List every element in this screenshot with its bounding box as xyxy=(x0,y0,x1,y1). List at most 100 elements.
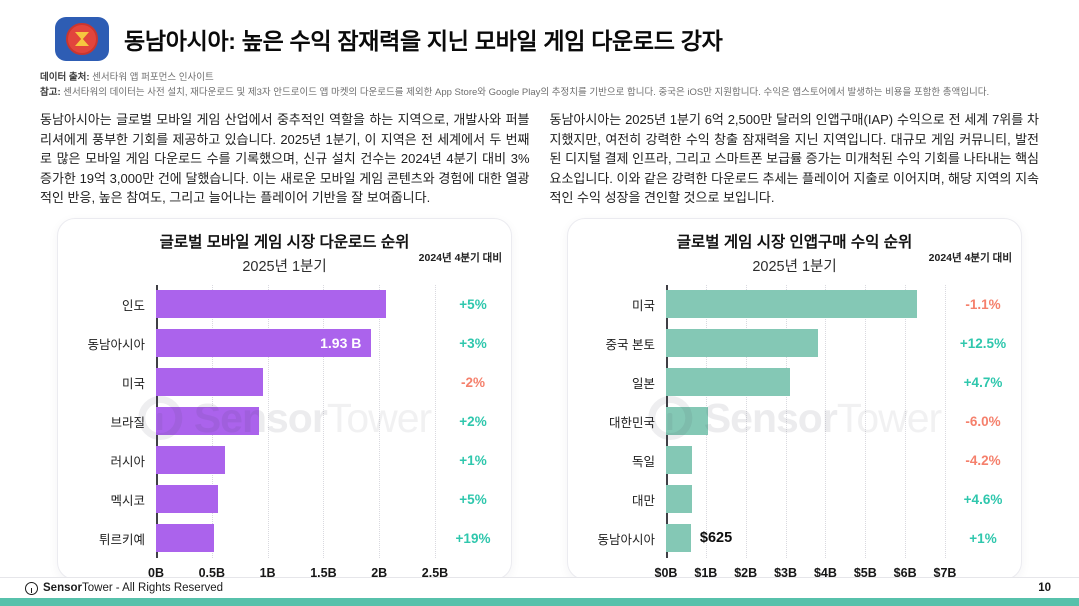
category-label: 동남아시아 xyxy=(87,337,145,352)
bar xyxy=(156,368,264,396)
footer: SensorTower - All Rights Reserved 10 xyxy=(0,577,1079,598)
chart-row: 브라질 +2% xyxy=(58,402,511,441)
change-label: -1.1% xyxy=(965,296,1001,312)
x-axis-tick: 0B xyxy=(148,565,164,580)
chart-row: 대한민국 -6.0% xyxy=(568,402,1021,441)
change-label: +19% xyxy=(455,530,491,546)
plot-rows: 인도 +5% 동남아시아 1.93 B +3% 미국 -2% 브라질 +2% 러시아 +1% 멕시코 +… xyxy=(58,285,511,558)
chart-row: 인도 +5% xyxy=(58,285,511,324)
bar-track xyxy=(666,285,945,324)
bar-value-label: $625 xyxy=(699,530,733,546)
category-label: 멕시코 xyxy=(110,493,145,508)
category-label: 인도 xyxy=(121,298,145,313)
asean-emblem-circle xyxy=(66,22,98,55)
reference-note: 참고: 센서타워의 데이터는 사전 설치, 재다운로드 및 제3자 안드로이드 … xyxy=(40,85,1039,100)
bar-track xyxy=(666,441,945,480)
chart-row: 튀르키예 +19% xyxy=(58,519,511,558)
chart-row: 대만 +4.6% xyxy=(568,480,1021,519)
intro-section: 동남아시아는 글로벌 모바일 게임 산업에서 중추적인 역할을 하는 지역으로,… xyxy=(0,100,1079,208)
header: 동남아시아: 높은 수익 잠재력을 지닌 모바일 게임 다운로드 강자 xyxy=(0,0,1079,62)
page-title: 동남아시아: 높은 수익 잠재력을 지닌 모바일 게임 다운로드 강자 xyxy=(124,27,723,54)
bar xyxy=(156,485,219,513)
chart-row: 멕시코 +5% xyxy=(58,480,511,519)
change-label: +1% xyxy=(969,530,997,546)
category-label: 동남아시아 xyxy=(597,532,655,547)
bar-track xyxy=(156,519,435,558)
sensortower-logo-icon xyxy=(25,581,38,595)
asean-emblem-shape xyxy=(75,31,89,40)
comparison-label: 2024년 4분기 대비 xyxy=(418,251,502,264)
bar-track xyxy=(156,402,435,441)
bar xyxy=(156,407,259,435)
change-label: +4.6% xyxy=(963,491,1003,507)
x-axis-tick: 0.5B xyxy=(198,565,225,580)
category-label: 중국 본토 xyxy=(605,337,655,352)
change-label: +3% xyxy=(459,335,487,351)
bar xyxy=(156,290,386,318)
change-label: -4.2% xyxy=(965,452,1001,468)
bar-track xyxy=(156,480,435,519)
change-label: -2% xyxy=(460,374,485,390)
category-label: 미국 xyxy=(121,376,145,391)
x-axis: $0B $1B $2B $3B $4B $5B $6B $7B xyxy=(655,558,957,588)
x-axis-tick: 1.5B xyxy=(310,565,337,580)
x-axis-tick: 2B xyxy=(371,565,388,580)
downloads-chart-card: 글로벌 모바일 게임 시장 다운로드 순위 2025년 1분기 2024년 4분… xyxy=(57,217,512,580)
bar xyxy=(666,407,709,435)
category-label: 러시아 xyxy=(110,454,145,469)
x-axis: 0B 0.5B 1B 1.5B 2B 2.5B xyxy=(148,558,448,588)
x-axis-tick: $1B xyxy=(694,565,718,580)
intro-paragraph-right: 동남아시아는 2025년 1분기 6억 2,500만 달러의 인앱구매(IAP)… xyxy=(549,112,1040,205)
bottom-accent-bar xyxy=(0,598,1079,606)
data-source-label: 데이터 출처: xyxy=(40,72,90,83)
page-number: 10 xyxy=(1038,582,1051,594)
bar xyxy=(666,524,691,552)
bar xyxy=(666,368,790,396)
bar: 1.93 B xyxy=(156,329,372,357)
chart-title: 글로벌 모바일 게임 시장 다운로드 순위 xyxy=(159,233,410,251)
chart-row: 일본 +4.7% xyxy=(568,363,1021,402)
bar xyxy=(666,446,692,474)
x-axis-tick: 2.5B xyxy=(421,565,449,580)
change-label: +5% xyxy=(459,296,487,312)
category-label: 대만 xyxy=(631,493,655,508)
footer-rights: - All Rights Reserved xyxy=(115,582,224,594)
bar-value-label: 1.93 B xyxy=(320,335,362,351)
bar-track xyxy=(156,441,435,480)
bar xyxy=(666,329,819,357)
chart-row: 동남아시아 1.93 B +3% xyxy=(58,324,511,363)
chart-subtitle: 2025년 1분기 xyxy=(752,258,837,275)
bar-track xyxy=(666,324,945,363)
x-axis-tick: $5B xyxy=(853,565,877,580)
chart-row: 러시아 +1% xyxy=(58,441,511,480)
asean-emblem-shape xyxy=(75,37,89,46)
change-label: +2% xyxy=(459,413,487,429)
chart-title: 글로벌 게임 시장 인앱구매 수익 순위 xyxy=(676,233,913,251)
x-axis-tick: $7B xyxy=(933,565,957,580)
asean-flag-icon xyxy=(55,16,109,61)
notes-block: 데이터 출처: 센서타워 앱 퍼포먼스 인사이트 참고: 센서타워의 데이터는 … xyxy=(0,62,1079,100)
bar xyxy=(156,524,215,552)
bar-track: 1.93 B xyxy=(156,324,435,363)
category-label: 튀르키예 xyxy=(98,532,145,547)
change-label: +4.7% xyxy=(963,374,1003,390)
data-source-text: 센서타워 앱 퍼포먼스 인사이트 xyxy=(89,72,214,83)
bar-track xyxy=(666,363,945,402)
bar xyxy=(666,290,918,318)
charts-section: 글로벌 모바일 게임 시장 다운로드 순위 2025년 1분기 2024년 4분… xyxy=(0,217,1079,580)
x-axis-tick: $4B xyxy=(813,565,837,580)
change-label: +12.5% xyxy=(959,335,1007,351)
chart-row: 동남아시아 $625 +1% xyxy=(568,519,1021,558)
reference-text: 센서타워의 데이터는 사전 설치, 재다운로드 및 제3자 안드로이드 앱 마켓… xyxy=(60,87,990,98)
plot: 인도 +5% 동남아시아 1.93 B +3% 미국 -2% 브라질 +2% 러시아 +1% 멕시코 +… xyxy=(58,284,511,588)
comparison-label: 2024년 4분기 대비 xyxy=(928,251,1012,264)
category-label: 일본 xyxy=(631,376,655,391)
x-axis-tick: $3B xyxy=(774,565,798,580)
bar-track xyxy=(156,285,435,324)
category-label: 독일 xyxy=(631,454,655,469)
bar-track xyxy=(666,402,945,441)
chart-row: 중국 본토 +12.5% xyxy=(568,324,1021,363)
chart-row: 미국 -2% xyxy=(58,363,511,402)
footer-brand: SensorTower xyxy=(43,582,113,594)
bar-track xyxy=(666,480,945,519)
